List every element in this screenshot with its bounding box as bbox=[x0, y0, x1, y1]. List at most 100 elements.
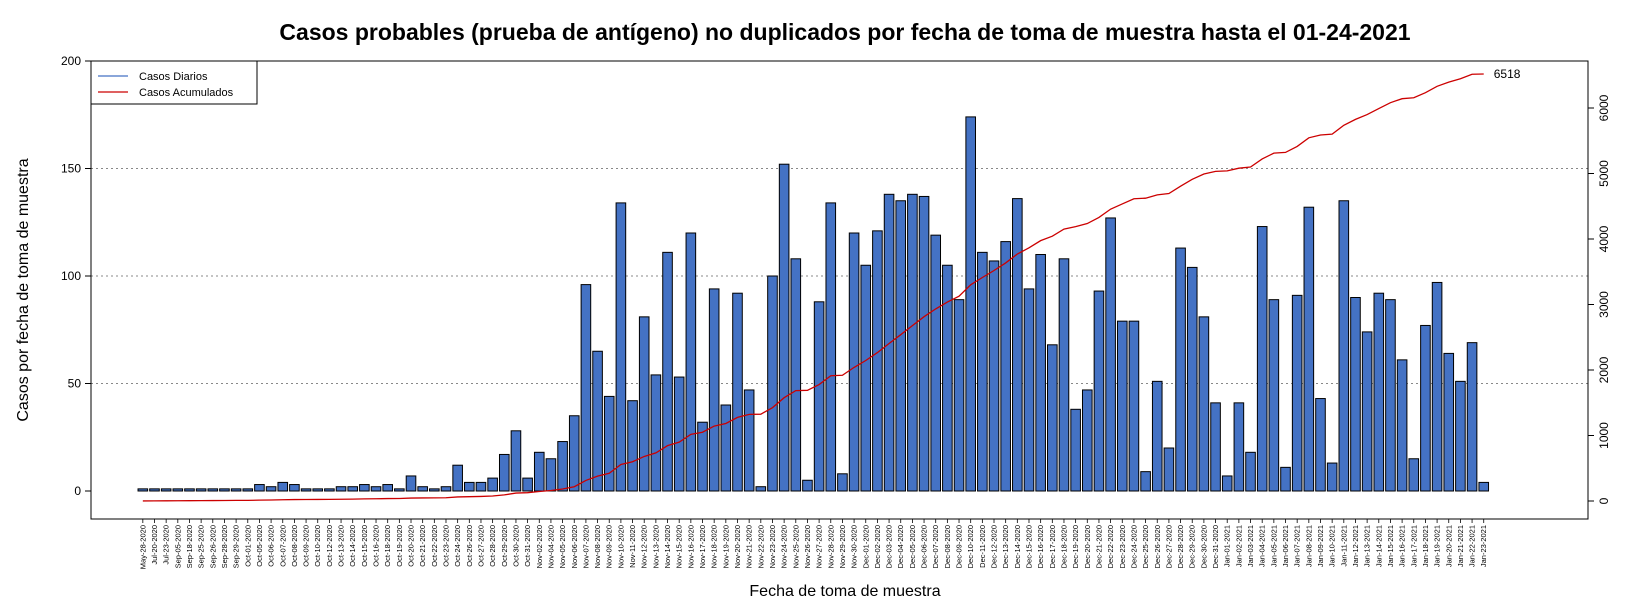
bar bbox=[650, 374, 662, 492]
x-tick-label: Oct-01-2020 bbox=[243, 525, 252, 567]
x-tick-label: Nov-22-2020 bbox=[756, 525, 765, 568]
x-tick-label: Jan-12-2021 bbox=[1351, 525, 1360, 567]
y-left-tick-label: 150 bbox=[61, 162, 81, 176]
x-tick-label: Nov-12-2020 bbox=[640, 525, 649, 568]
x-tick-label: May-28-2020 bbox=[138, 525, 147, 569]
x-tick-label: Dec-21-2020 bbox=[1094, 525, 1103, 568]
bar bbox=[1396, 359, 1408, 492]
bar bbox=[300, 488, 312, 492]
bar bbox=[1338, 200, 1350, 492]
bar bbox=[907, 193, 918, 492]
bar bbox=[825, 202, 837, 492]
bar bbox=[498, 453, 510, 492]
bar bbox=[1385, 299, 1396, 492]
bar bbox=[382, 484, 393, 492]
x-tick-label: Jan-05-2021 bbox=[1269, 525, 1278, 567]
x-tick-label: Nov-02-2020 bbox=[535, 525, 544, 568]
bar bbox=[1105, 217, 1116, 492]
x-tick-label: Jan-22-2021 bbox=[1468, 525, 1477, 567]
bar bbox=[324, 488, 335, 492]
bar bbox=[289, 484, 300, 492]
x-tick-label: Jan-20-2021 bbox=[1444, 525, 1453, 567]
bar bbox=[860, 264, 872, 492]
x-tick-label: Dec-07-2020 bbox=[931, 525, 940, 568]
x-tick-label: Sep-18-2020 bbox=[185, 525, 194, 568]
x-tick-label: Nov-10-2020 bbox=[616, 525, 625, 568]
y-left-tick-label: 0 bbox=[74, 484, 81, 498]
x-tick-label: Nov-20-2020 bbox=[733, 525, 742, 568]
bar bbox=[1466, 342, 1478, 492]
bar bbox=[1186, 266, 1198, 492]
bar bbox=[615, 202, 627, 492]
bar bbox=[1315, 398, 1326, 492]
x-tick-label: Dec-02-2020 bbox=[873, 525, 882, 568]
x-tick-label: Dec-25-2020 bbox=[1141, 525, 1150, 568]
x-tick-label: Sep-29-2020 bbox=[232, 525, 241, 568]
bar bbox=[720, 404, 732, 492]
x-tick-label: Jan-09-2021 bbox=[1316, 525, 1325, 567]
x-tick-label: Nov-17-2020 bbox=[698, 525, 707, 568]
x-tick-label: Dec-16-2020 bbox=[1036, 525, 1045, 568]
x-tick-label: Dec-11-2020 bbox=[978, 525, 987, 568]
x-tick-label: Dec-19-2020 bbox=[1071, 525, 1080, 568]
x-tick-label: Nov-14-2020 bbox=[663, 525, 672, 568]
bar bbox=[1233, 402, 1245, 492]
x-tick-label: Nov-09-2020 bbox=[605, 525, 614, 568]
x-tick-label: Nov-11-2020 bbox=[628, 525, 637, 568]
bar bbox=[708, 288, 720, 492]
bar bbox=[137, 488, 149, 492]
bar bbox=[545, 458, 557, 492]
x-tick-label: Oct-09-2020 bbox=[302, 525, 311, 567]
bar bbox=[475, 481, 487, 492]
x-tick-label: Jan-08-2021 bbox=[1304, 525, 1313, 567]
bar bbox=[1210, 402, 1221, 492]
bar bbox=[359, 484, 370, 492]
plot-frame bbox=[90, 60, 1589, 520]
x-tick-label: Jul-20-2020 bbox=[150, 525, 159, 565]
x-tick-label: Jan-18-2021 bbox=[1421, 525, 1430, 567]
bar bbox=[464, 481, 475, 492]
x-tick-label: Jul-23-2020 bbox=[162, 525, 171, 565]
x-tick-label: Dec-10-2020 bbox=[966, 525, 975, 568]
bar bbox=[429, 488, 440, 492]
bar bbox=[813, 301, 825, 492]
x-tick-label: Oct-18-2020 bbox=[383, 525, 392, 567]
legend-label-daily: Casos Diarios bbox=[139, 71, 208, 83]
bar bbox=[510, 430, 522, 492]
bar bbox=[347, 486, 359, 492]
bar bbox=[673, 376, 685, 492]
x-tick-label: Oct-10-2020 bbox=[313, 525, 322, 567]
x-tick-label: Jan-10-2021 bbox=[1328, 525, 1337, 567]
x-tick-label: Sep-05-2020 bbox=[173, 525, 182, 568]
bar bbox=[230, 488, 242, 492]
bar bbox=[743, 389, 755, 492]
bar bbox=[265, 486, 277, 492]
x-tick-label: Sep-26-2020 bbox=[208, 525, 217, 568]
x-tick-label: Jan-02-2021 bbox=[1234, 525, 1243, 567]
x-tick-label: Dec-17-2020 bbox=[1048, 525, 1057, 568]
x-tick-label: Nov-23-2020 bbox=[768, 525, 777, 568]
x-tick-label: Dec-18-2020 bbox=[1059, 525, 1068, 568]
x-tick-label: Dec-05-2020 bbox=[908, 525, 917, 568]
cumulative-line bbox=[142, 73, 1484, 502]
bar bbox=[1443, 352, 1455, 492]
bar bbox=[837, 473, 848, 492]
bar bbox=[638, 316, 650, 492]
bar bbox=[918, 195, 930, 492]
x-tick-label: Jan-23-2021 bbox=[1479, 525, 1488, 567]
x-tick-label: Nov-28-2020 bbox=[826, 525, 835, 568]
bar bbox=[1093, 290, 1105, 492]
bar bbox=[1047, 344, 1058, 492]
x-tick-label: Nov-13-2020 bbox=[651, 525, 660, 568]
bar bbox=[405, 475, 417, 492]
cumulative-line-series bbox=[142, 73, 1484, 502]
bar bbox=[1408, 458, 1420, 492]
x-tick-label: Dec-15-2020 bbox=[1024, 525, 1033, 568]
x-tick-label: Jan-15-2021 bbox=[1386, 525, 1395, 567]
bar bbox=[1035, 254, 1046, 492]
bar bbox=[1326, 462, 1338, 492]
y-left-tick-label: 50 bbox=[68, 377, 82, 391]
x-tick-label: Oct-26-2020 bbox=[465, 525, 474, 567]
bar bbox=[627, 400, 638, 492]
x-tick-label: Oct-14-2020 bbox=[348, 525, 357, 567]
